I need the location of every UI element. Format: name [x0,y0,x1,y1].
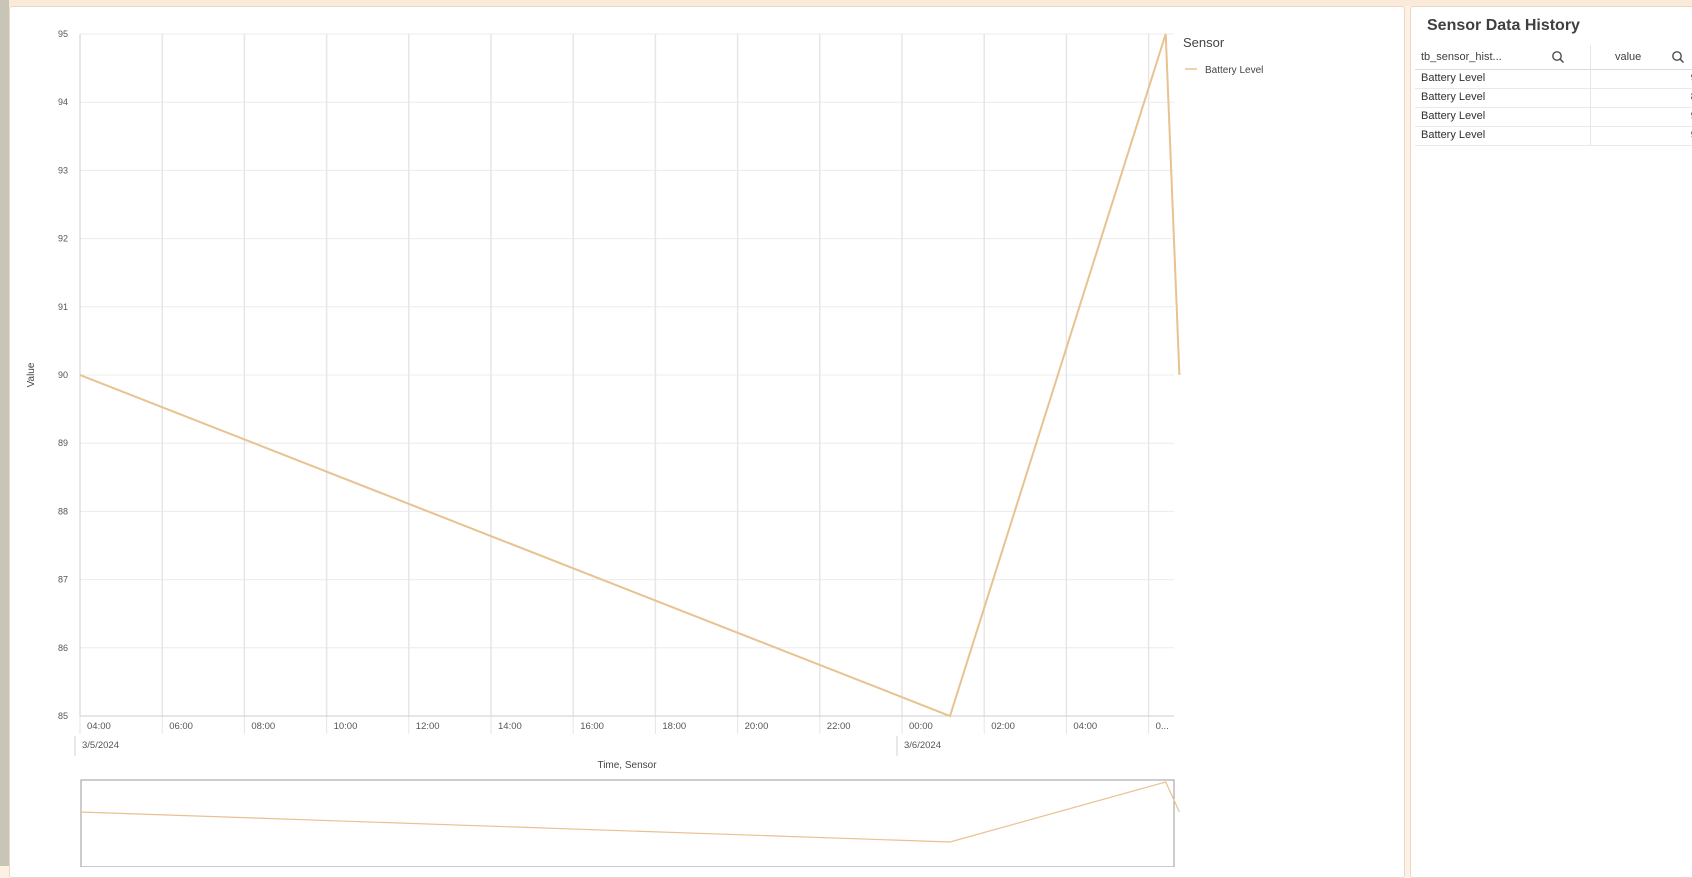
y-tick-label: 91 [58,302,68,312]
y-tick-label: 85 [58,711,68,721]
x-tick-label: 08:00 [251,721,275,732]
chart-panel: 95 94 93 92 91 90 89 88 87 86 85 04:00 06:00 08:00 10:… [9,6,1405,878]
sensor-cell: Battery Level [1415,126,1591,145]
table-row[interactable]: Battery Level 90 [1415,126,1692,146]
y-tick-label: 89 [58,438,68,448]
table-row[interactable]: Battery Level 95 [1415,107,1692,127]
column-header-value[interactable]: value [1591,45,1692,69]
y-tick-label: 87 [58,575,68,585]
x-tick-label: 18:00 [662,721,686,732]
y-tick-label: 90 [58,370,68,380]
top-band [9,0,1692,6]
y-tick-label: 95 [58,29,68,39]
value-cell: 95 [1591,107,1692,126]
legend-label: Battery Level [1205,65,1263,76]
x-tick-label: 06:00 [169,721,193,732]
x-tick-label: 02:00 [991,721,1015,732]
y-tick-label: 92 [58,234,68,244]
y-tick-label: 93 [58,165,68,175]
series-line-battery-level [79,33,1181,718]
x-tick-label: 12:00 [416,721,440,732]
table-row[interactable]: Battery Level 90 [1415,69,1692,89]
x-axis-title: Time, Sensor [597,760,657,771]
line-chart[interactable]: 95 94 93 92 91 90 89 88 87 86 85 04:00 06:00 08:00 10:… [10,7,1404,867]
table-header: tb_sensor_hist... value [1415,45,1692,70]
column-header-sensor-label: tb_sensor_hist... [1421,51,1502,63]
x-tick-label: 16:00 [580,721,604,732]
x-tick-label: 0... [1156,721,1169,732]
table-panel: Sensor Data History tb_sensor_hist... va… [1410,6,1692,878]
legend-title: Sensor [1183,35,1225,50]
y-tick-label: 88 [58,506,68,516]
table-row[interactable]: Battery Level 85 [1415,88,1692,108]
value-cell: 90 [1591,69,1692,88]
search-icon[interactable] [1551,50,1565,64]
column-header-sensor[interactable]: tb_sensor_hist... [1415,45,1591,69]
sensor-cell: Battery Level [1415,107,1591,126]
value-cell: 85 [1591,88,1692,107]
x-tick-label: 04:00 [87,721,111,732]
value-cell: 90 [1591,126,1692,145]
table-title: Sensor Data History [1427,17,1580,34]
range-navigator [80,779,1175,867]
y-axis-title: Value [26,362,37,387]
left-sidebar-strip [0,0,9,866]
x-tick-label: 10:00 [334,721,358,732]
column-header-value-label: value [1615,51,1642,63]
sensor-cell: Battery Level [1415,69,1591,88]
x-tick-label: 04:00 [1073,721,1097,732]
x-tick-label: 20:00 [745,721,769,732]
sensor-cell: Battery Level [1415,88,1591,107]
date-label: 3/6/2024 [904,740,941,751]
x-tick-label: 14:00 [498,721,522,732]
date-label: 3/5/2024 [82,740,119,751]
x-tick-label: 22:00 [827,721,851,732]
y-tick-label: 86 [58,643,68,653]
navigator-series-line [79,781,1180,843]
x-tick-label: 00:00 [909,721,933,732]
y-tick-label: 94 [58,97,68,107]
search-icon[interactable] [1671,50,1685,64]
